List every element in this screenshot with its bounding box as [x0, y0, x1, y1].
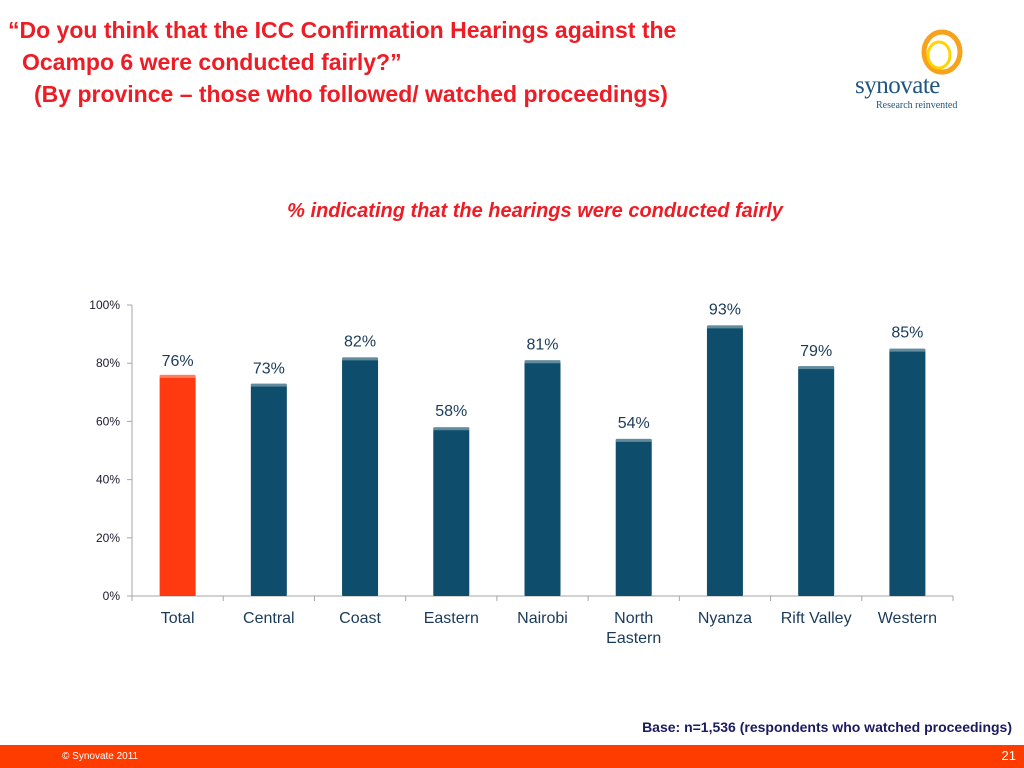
y-tick-label: 60%	[96, 414, 120, 428]
bar-highlight	[615, 438, 652, 442]
data-label: 85%	[891, 325, 923, 342]
footer-bar: © Synovate 2011 21	[0, 745, 1024, 768]
x-tick-label: North	[614, 610, 653, 627]
bar-highlight	[159, 374, 196, 378]
base-note: Base: n=1,536 (respondents who watched p…	[642, 719, 1012, 735]
bar	[798, 366, 835, 596]
title-line-2: Ocampo 6 were conducted fairly?”	[22, 49, 402, 75]
chart-subtitle: % indicating that the hearings were cond…	[287, 200, 783, 222]
page-number: 21	[1001, 748, 1016, 763]
bar	[342, 357, 379, 596]
bar-highlight	[798, 366, 835, 370]
logo-tagline: Research reinvented	[876, 100, 958, 111]
y-tick-label: 80%	[96, 356, 120, 370]
logo-rings-icon	[921, 29, 963, 75]
data-label: 79%	[800, 343, 832, 360]
y-tick-label: 20%	[96, 531, 120, 545]
x-tick-label: Total	[161, 610, 195, 627]
slide-title: “Do you think that the ICC Confirmation …	[8, 14, 848, 110]
bar-highlight	[706, 325, 743, 329]
data-label: 73%	[253, 361, 285, 378]
bar	[889, 348, 926, 596]
y-tick-label: 0%	[103, 589, 121, 603]
bar-highlight	[433, 427, 470, 431]
title-line-1: “Do you think that the ICC Confirmation …	[8, 17, 677, 43]
data-label: 76%	[162, 353, 194, 370]
data-label: 54%	[618, 415, 650, 432]
x-tick-label: Eastern	[424, 610, 479, 627]
bar	[706, 325, 743, 596]
x-tick-label: Nyanza	[698, 610, 752, 627]
bar	[615, 438, 652, 596]
x-tick-label: Western	[878, 610, 937, 627]
x-tick-label: Nairobi	[517, 610, 568, 627]
x-tick-label: Rift Valley	[781, 610, 852, 627]
y-tick-label: 100%	[89, 298, 120, 312]
data-label: 82%	[344, 333, 376, 350]
bar-highlight	[524, 360, 561, 364]
title-line-3: (By province – those who followed/ watch…	[34, 81, 668, 107]
x-tick-label: Coast	[339, 610, 381, 627]
x-tick-label: Central	[243, 610, 295, 627]
bar	[159, 374, 196, 596]
data-label: 81%	[526, 336, 558, 353]
bar	[433, 427, 470, 596]
logo-name: synovate	[855, 72, 940, 99]
data-label: 58%	[435, 403, 467, 420]
bar	[524, 360, 561, 596]
bar-highlight	[250, 383, 287, 387]
bar-highlight	[342, 357, 379, 361]
synovate-logo: synovate Research reinvented	[846, 28, 976, 118]
bar	[250, 383, 287, 596]
bar-highlight	[889, 348, 926, 352]
y-tick-label: 40%	[96, 473, 120, 487]
copyright-text: © Synovate 2011	[62, 751, 139, 762]
data-label: 93%	[709, 301, 741, 318]
x-tick-label: Eastern	[606, 630, 661, 647]
